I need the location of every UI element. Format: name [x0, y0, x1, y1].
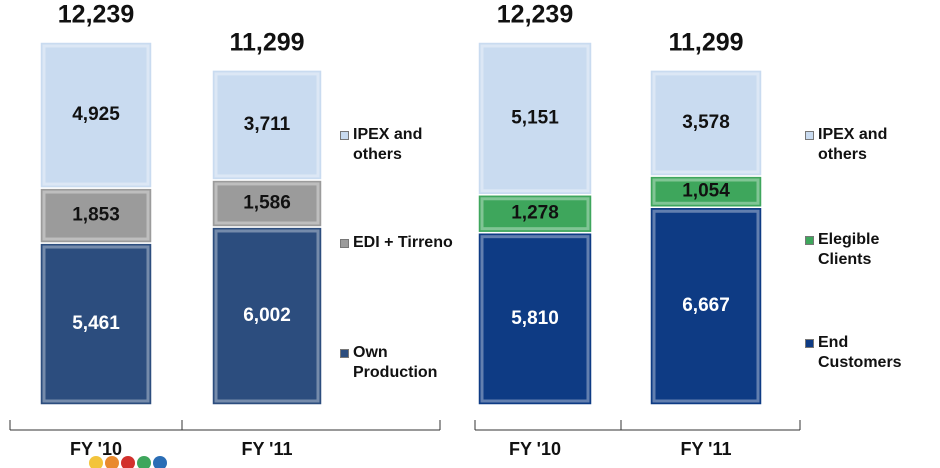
bar-segment [649, 206, 763, 406]
bar-bevel [42, 245, 150, 403]
bar-bevel [214, 182, 320, 225]
legend-label: IPEX and others [818, 126, 888, 163]
value-label: 1,586 [243, 192, 291, 213]
bar-bevel [480, 235, 590, 403]
legend-label: Elegible Clients [818, 231, 880, 268]
legend-item: EDI + Tirreno [340, 233, 453, 253]
x-tick-label: FY '11 [681, 439, 732, 459]
value-label: 5,151 [511, 107, 559, 128]
value-label: 5,461 [72, 313, 120, 334]
bar-bevel [480, 44, 590, 193]
legend-swatch [805, 131, 814, 140]
value-label: 1,278 [511, 203, 559, 224]
legend-item: End Customers [805, 333, 918, 373]
bar-segment [39, 242, 153, 406]
bar-segment [39, 187, 153, 244]
value-label: 3,578 [682, 112, 730, 133]
bar-bevel [652, 209, 760, 403]
legend-label: EDI + Tirreno [353, 234, 453, 251]
bar-bevel [42, 190, 150, 241]
logo [89, 456, 167, 468]
logo-dot [105, 456, 119, 468]
legend-item: Own Production [340, 343, 453, 383]
logo-dot [121, 456, 135, 468]
value-label: 6,002 [243, 305, 291, 326]
bar-segment [477, 231, 593, 406]
legend-item: IPEX and others [340, 125, 453, 165]
legend-swatch [805, 339, 814, 348]
bar-bevel [214, 72, 320, 178]
total-label: 11,299 [668, 28, 743, 56]
legend-label: IPEX and others [353, 126, 423, 163]
legend-label: End Customers [818, 334, 902, 371]
legend-swatch [340, 349, 349, 358]
bar-bevel [652, 72, 760, 174]
logo-dot [153, 456, 167, 468]
value-label: 4,925 [72, 104, 120, 125]
logo-dot [137, 456, 151, 468]
x-tick-label: FY '11 [242, 439, 293, 459]
total-label: 12,239 [497, 1, 573, 29]
legend-item: Elegible Clients [805, 230, 918, 270]
legend-swatch [805, 236, 814, 245]
x-tick-label: FY '10 [509, 439, 561, 459]
bar-bevel [214, 229, 320, 403]
bar-segment [211, 69, 323, 181]
bar-segment [649, 175, 763, 209]
bar-segment [477, 41, 593, 196]
value-label: 6,667 [682, 295, 730, 316]
value-label: 1,853 [72, 205, 120, 226]
bar-segment [211, 179, 323, 228]
x-tick-label: FY '10 [70, 439, 122, 459]
legend-swatch [340, 239, 349, 248]
bar-bevel [652, 178, 760, 205]
bar-segment [39, 41, 153, 189]
bar-segment [211, 226, 323, 406]
legend-label: Own Production [353, 344, 438, 381]
value-label: 5,810 [511, 308, 559, 329]
value-label: 1,054 [682, 181, 730, 202]
bar-segment [649, 69, 763, 177]
value-label: 3,711 [244, 114, 291, 135]
bar-bevel [480, 197, 590, 231]
total-label: 12,239 [58, 1, 134, 29]
bar-bevel [42, 44, 150, 186]
total-label: 11,299 [229, 28, 304, 56]
legend-item: IPEX and others [805, 125, 918, 165]
legend-swatch [340, 131, 349, 140]
logo-dot [89, 456, 103, 468]
bar-segment [477, 194, 593, 234]
